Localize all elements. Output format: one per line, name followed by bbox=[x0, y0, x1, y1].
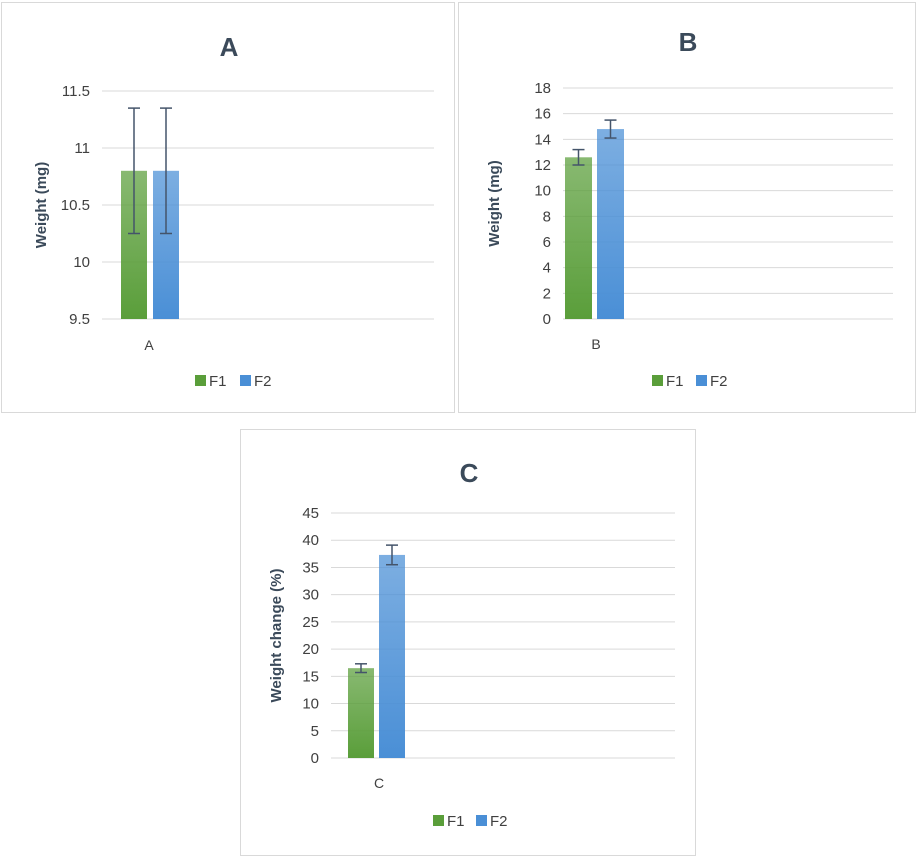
chart-panel-a: A 9.5 10 10.5 11 11.5 Weight (mg) A F1 F2 bbox=[1, 2, 455, 413]
y-tick-label: 18 bbox=[534, 80, 551, 97]
x-category-label: C bbox=[374, 775, 384, 791]
chart-panel-c: C 0 5 10 15 20 25 30 35 40 45 Weight change (%) C F1 F… bbox=[240, 429, 696, 856]
y-tick-label: 2 bbox=[543, 285, 551, 302]
legend-label-f2: F2 bbox=[490, 813, 508, 830]
legend-label-f2: F2 bbox=[254, 373, 272, 390]
y-tick-label: 10 bbox=[73, 254, 90, 271]
y-tick-label: 14 bbox=[534, 131, 551, 148]
y-tick-label: 5 bbox=[311, 723, 319, 740]
legend-swatch-f2 bbox=[476, 815, 487, 826]
x-category-label: A bbox=[144, 337, 154, 353]
bar-f1 bbox=[348, 668, 374, 758]
chart-title: B bbox=[679, 27, 698, 57]
legend-swatch-f2 bbox=[696, 375, 707, 386]
y-tick-label: 6 bbox=[543, 234, 551, 251]
legend-swatch-f1 bbox=[195, 375, 206, 386]
y-tick-label: 25 bbox=[302, 614, 319, 631]
bar-f2 bbox=[597, 129, 624, 319]
bar-f2 bbox=[379, 554, 405, 758]
y-tick-label: 8 bbox=[543, 208, 551, 225]
y-tick-label: 4 bbox=[543, 260, 551, 277]
y-tick-label: 12 bbox=[534, 157, 551, 174]
y-tick-label: 16 bbox=[534, 106, 551, 123]
legend-swatch-f1 bbox=[433, 815, 444, 826]
chart-title: C bbox=[460, 458, 479, 488]
legend-label-f2: F2 bbox=[710, 373, 728, 390]
y-axis-label: Weight change (%) bbox=[268, 569, 285, 703]
chart-title: A bbox=[220, 32, 239, 62]
y-tick-label: 11 bbox=[74, 140, 90, 157]
y-tick-label: 10 bbox=[302, 696, 319, 713]
y-tick-label: 20 bbox=[302, 641, 319, 658]
y-axis-label: Weight (mg) bbox=[486, 160, 503, 246]
y-tick-label: 10 bbox=[534, 183, 551, 200]
chart-b: B 0 2 4 6 8 10 12 14 16 18 Weight (mg) B F1 F2 bbox=[486, 27, 893, 390]
x-category-label: B bbox=[591, 336, 600, 352]
legend-label-f1: F1 bbox=[666, 373, 684, 390]
y-tick-label: 15 bbox=[302, 668, 319, 685]
legend-swatch-f1 bbox=[652, 375, 663, 386]
legend-swatch-f2 bbox=[240, 375, 251, 386]
legend-label-f1: F1 bbox=[209, 373, 227, 390]
y-tick-label: 0 bbox=[543, 311, 551, 328]
y-axis-label: Weight (mg) bbox=[33, 162, 50, 248]
y-tick-label: 11.5 bbox=[62, 83, 90, 100]
chart-panel-b: B 0 2 4 6 8 10 12 14 16 18 Weight (mg) B F1 F2 bbox=[458, 2, 916, 413]
y-tick-label: 30 bbox=[302, 587, 319, 604]
y-tick-label: 10.5 bbox=[61, 197, 90, 214]
y-tick-label: 40 bbox=[302, 532, 319, 549]
y-tick-label: 35 bbox=[302, 559, 319, 576]
chart-c: C 0 5 10 15 20 25 30 35 40 45 Weight change (%) C F1 F… bbox=[268, 458, 675, 830]
bar-f1 bbox=[565, 157, 592, 319]
legend-label-f1: F1 bbox=[447, 813, 465, 830]
y-tick-label: 0 bbox=[311, 750, 319, 767]
y-tick-label: 45 bbox=[302, 505, 319, 522]
y-tick-label: 9.5 bbox=[69, 311, 90, 328]
chart-a: A 9.5 10 10.5 11 11.5 Weight (mg) A F1 F2 bbox=[33, 32, 434, 390]
